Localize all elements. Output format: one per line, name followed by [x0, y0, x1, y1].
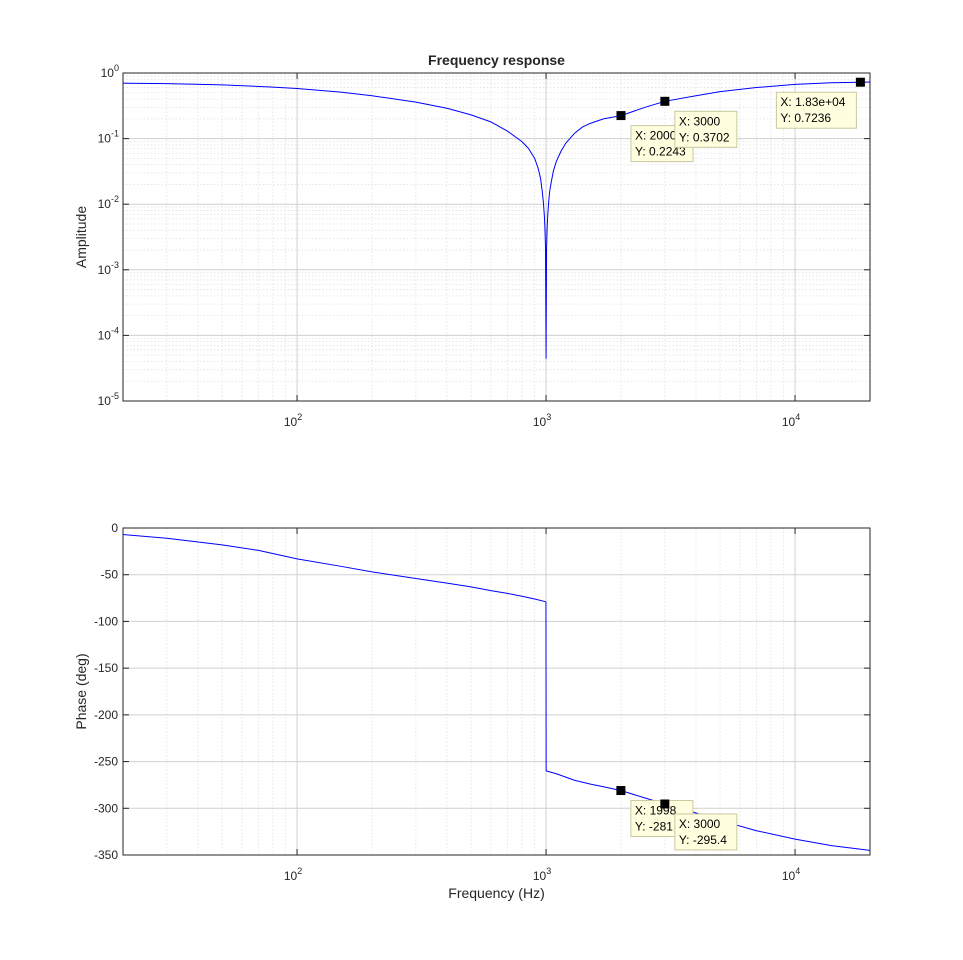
axes-frame — [122, 72, 871, 402]
y-tick-label: -150 — [94, 661, 118, 675]
y-axis-label: Amplitude — [73, 206, 89, 268]
datatip-marker — [660, 96, 670, 106]
tick-marks — [123, 527, 870, 856]
y-tick-label: -200 — [94, 708, 118, 722]
series-line — [122, 81, 871, 359]
datatip-x-text: X: 3000 — [679, 114, 721, 128]
datatip-x-text: X: 3000 — [679, 817, 721, 831]
datatip-marker — [855, 77, 865, 87]
x-tick-label: 104 — [782, 412, 800, 429]
datatip-box — [775, 91, 857, 129]
x-tick-label: 104 — [782, 866, 800, 883]
phase-axes: 102 103 104 0 -50 -100 -150 -200 -250 -300 -350 Fre… — [73, 521, 871, 901]
x-tick-label: 103 — [533, 412, 551, 429]
datatip-y-text: Y: -281 — [635, 820, 673, 834]
datatip-y-text: Y: 0.3702 — [679, 130, 730, 144]
plot-area — [123, 528, 870, 855]
datatip-y-text: Y: 0.2243 — [635, 145, 686, 159]
plot-area — [123, 73, 870, 401]
datatip-y-text: Y: -295.4 — [679, 833, 727, 847]
major-grid — [123, 528, 870, 855]
y-tick-label: 100 — [101, 63, 119, 80]
y-tick-label: -350 — [94, 848, 118, 862]
datatip: X: 3000 Y: -295.4 — [674, 813, 738, 851]
y-tick-label: 10-1 — [98, 129, 119, 146]
y-tick-label: 0 — [111, 521, 118, 535]
y-tick-label: 10-2 — [98, 194, 119, 211]
datatip-box — [674, 813, 738, 851]
y-tick-label: -50 — [101, 568, 119, 582]
y-tick-label: -300 — [94, 801, 118, 815]
y-tick-label: 10-3 — [98, 260, 119, 277]
datatip-x-text: X: 2000 — [635, 129, 677, 143]
y-tick-label: -100 — [94, 614, 118, 628]
datatip-x-text: X: 1.83e+04 — [780, 95, 845, 109]
datatip-marker — [616, 111, 626, 121]
datatip: X: 3000 Y: 0.3702 — [674, 110, 738, 148]
datatip-y-text: Y: 0.7236 — [780, 111, 831, 125]
amplitude-axes: 102 103 104 100 10-1 10-2 10-3 10-4 10-5 Frequenc… — [73, 52, 871, 429]
y-tick-label: 10-4 — [98, 325, 119, 342]
x-tick-label: 102 — [284, 866, 302, 883]
datatip: X: 1.83e+04 Y: 0.7236 — [775, 91, 857, 129]
datatip-marker — [660, 799, 670, 809]
chart-title: Frequency response — [428, 52, 565, 68]
minor-grid — [123, 73, 870, 401]
x-tick-label: 103 — [533, 866, 551, 883]
tick-marks — [123, 72, 870, 402]
y-tick-label: -250 — [94, 755, 118, 769]
datatip-x-text: X: 1998 — [635, 804, 677, 818]
x-tick-label: 102 — [284, 412, 302, 429]
y-axis-label: Phase (deg) — [73, 653, 89, 729]
datatip-marker — [616, 786, 626, 796]
datatip-box — [674, 110, 738, 148]
x-axis-label: Frequency (Hz) — [448, 885, 544, 901]
y-tick-label: 10-5 — [98, 391, 119, 408]
axes-frame — [122, 527, 871, 856]
